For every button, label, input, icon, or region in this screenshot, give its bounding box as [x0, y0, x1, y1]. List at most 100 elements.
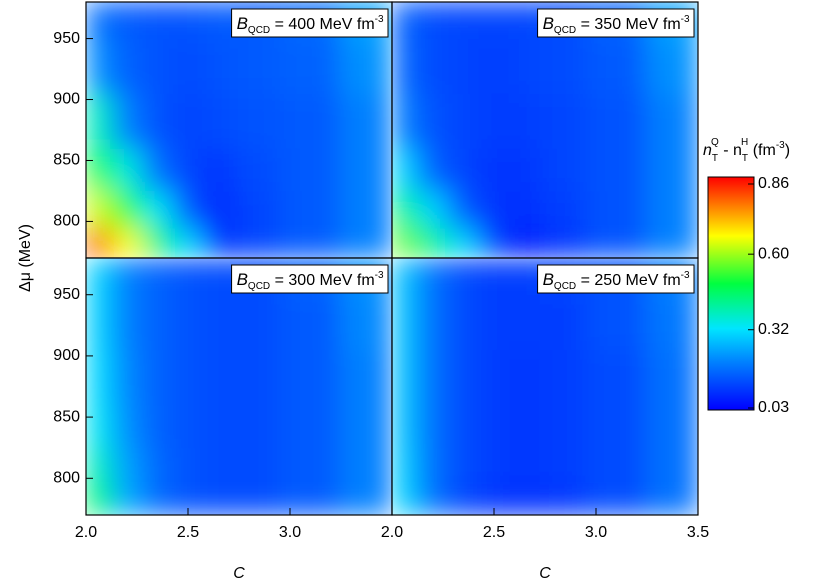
heatmap-cell [417, 447, 449, 485]
heatmap-cell [279, 483, 342, 515]
heatmap-cell [141, 294, 174, 351]
heatmap-cell [86, 38, 112, 94]
heatmap-cell [202, 447, 235, 485]
heatmap-cell [172, 404, 204, 449]
panel-label-box [537, 264, 695, 294]
heatmap-cell [86, 258, 112, 296]
heatmap-cell [111, 92, 143, 149]
heatmap-cell [447, 227, 480, 258]
heatmap-cell [141, 447, 174, 485]
label-symbol: B [543, 270, 554, 289]
label-symbol: B [237, 270, 248, 289]
cb-sub: T [712, 153, 718, 164]
colorbar-tick-label: 0.03 [758, 399, 789, 416]
heatmap-cell [279, 447, 342, 485]
heatmap-cell [233, 294, 281, 351]
heatmap-cell [417, 349, 449, 406]
heatmap-cell [141, 190, 174, 229]
heatmap-cells [392, 258, 698, 515]
label-subscript: QCD [554, 281, 576, 292]
heatmap-cell [392, 147, 418, 192]
y-tick-label: 800 [53, 470, 80, 487]
heatmap-cell [172, 147, 204, 192]
heatmap-cell [539, 147, 587, 192]
heatmap-cell [279, 349, 342, 406]
heatmap-cell [392, 404, 418, 449]
heatmap-cell [111, 38, 143, 94]
heatmap-cell [539, 349, 587, 406]
heatmap-cell [141, 404, 174, 449]
heatmap-cell [539, 294, 587, 351]
label-text: = 250 MeV fm [576, 272, 681, 289]
heatmap-cell [447, 92, 480, 149]
heatmap-cell [478, 227, 510, 258]
heatmap-cell [478, 2, 510, 40]
heatmap-cell [111, 294, 143, 351]
heatmap-cell [141, 147, 174, 192]
heatmap-cell [508, 92, 541, 149]
heatmap-cells [392, 2, 698, 258]
heatmap-cell [646, 349, 698, 406]
label-text: = 350 MeV fm [576, 16, 681, 33]
heatmap-cell [279, 294, 342, 351]
heatmap-cell [417, 258, 449, 296]
heatmap-cell [478, 294, 510, 351]
panel-label-text: BQCD = 300 MeV fm-3 [237, 270, 384, 292]
heatmap-cell [172, 258, 204, 296]
heatmap [86, 2, 392, 258]
heatmap-cell [340, 404, 392, 449]
heatmap-cell [417, 92, 449, 149]
heatmap-cell [478, 92, 510, 149]
heatmap-cell [646, 92, 698, 149]
heatmap-cell [202, 349, 235, 406]
heatmap-cell [202, 404, 235, 449]
heatmap-cell [478, 190, 510, 229]
y-tick-label: 800 [53, 213, 80, 230]
heatmap-cell [86, 92, 112, 149]
heatmap [392, 258, 698, 515]
label-superscript: -3 [375, 14, 384, 25]
heatmap-cell [202, 258, 235, 296]
heatmap-cell [392, 349, 418, 406]
heatmap-cell [478, 147, 510, 192]
heatmap-cell [646, 147, 698, 192]
heatmap-cell [233, 190, 281, 229]
heatmap-cell [233, 447, 281, 485]
heatmap-cell [447, 190, 480, 229]
heatmap-cell [392, 2, 418, 40]
heatmap-cell [508, 404, 541, 449]
heatmap-cell [202, 147, 235, 192]
heatmap-cell [233, 92, 281, 149]
heatmap-cell [585, 92, 648, 149]
heatmap-cell [646, 447, 698, 485]
y-tick-label: 850 [53, 408, 80, 425]
heatmap-cell [646, 38, 698, 94]
heatmap-cell [141, 349, 174, 406]
heatmap-cell [172, 2, 204, 40]
heatmap-cell [539, 38, 587, 94]
heatmap-cell [340, 38, 392, 94]
heatmap-cell [86, 294, 112, 351]
label-symbol: B [237, 14, 248, 33]
heatmap-cell [340, 227, 392, 258]
heatmap-cell [340, 447, 392, 485]
panel-label: BQCD = 250 MeV fm-3 [537, 264, 695, 294]
heatmap-cell [279, 404, 342, 449]
heatmap-cell [508, 147, 541, 192]
heatmap-cell [279, 38, 342, 94]
heatmap-cell [392, 447, 418, 485]
cb-unit-sup: -3 [776, 140, 785, 151]
heatmap-cell [172, 349, 204, 406]
heatmap-cell [392, 227, 418, 258]
heatmap-cell [141, 483, 174, 515]
colorbar [707, 176, 755, 411]
heatmap-cell [417, 404, 449, 449]
heatmap-cell [86, 447, 112, 485]
heatmap-cell [111, 227, 143, 258]
x-tick-label: 2.5 [483, 524, 505, 541]
heatmap-cell [233, 483, 281, 515]
panel-label: BQCD = 400 MeV fm-3 [231, 8, 389, 38]
y-tick-label: 950 [53, 30, 80, 47]
heatmap-cell [539, 92, 587, 149]
